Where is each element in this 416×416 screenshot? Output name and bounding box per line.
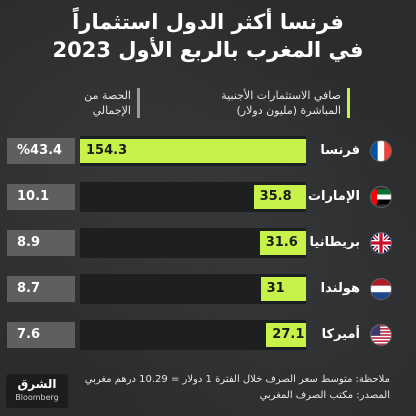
bar — [253, 185, 306, 209]
country-label: الإمارات — [307, 189, 360, 204]
flag-netherlands-icon — [370, 278, 392, 300]
flag-uae-icon — [370, 186, 392, 208]
bar-track: 35.8 — [80, 182, 306, 212]
bar-row: 10.1 35.8 الإمارات — [0, 182, 416, 212]
title-line-1: فرنسا أكثر الدول استثماراً — [72, 10, 344, 34]
title-line-2: في المغرب بالربع الأول 2023 — [52, 38, 364, 62]
bar-row: 8.9 31.6 بريطانيا — [0, 228, 416, 258]
bar-row: 7.6 27.1 أميركا — [0, 320, 416, 350]
country-label: هولندا — [320, 281, 360, 296]
share-value: 8.9 — [7, 230, 75, 256]
bar-track: 154.3 — [80, 136, 306, 166]
fdi-column-header: صافي الاستثمارات الأجنبية المباشرة (مليو… — [181, 88, 350, 118]
source-text: المصدر: مكتب الصرف المغربي — [259, 390, 390, 401]
bar-value-label: 154.3 — [86, 143, 128, 158]
bar — [260, 277, 306, 301]
asharq-bloomberg-logo: الشرق Bloomberg — [6, 374, 68, 408]
share-value: 8.7 — [7, 276, 75, 302]
footnotes: ملاحظة: متوسط سعر الصرف خلال الفترة 1 دو… — [70, 372, 390, 404]
bar-track: 31.6 — [80, 228, 306, 258]
share-value: 10.1 — [7, 184, 75, 210]
bar-value-label: 31.6 — [265, 235, 298, 250]
bar-value-label: 35.8 — [259, 189, 292, 204]
share-value: %43.4 — [7, 138, 75, 164]
flag-uk-icon — [370, 232, 392, 254]
share-value: 7.6 — [7, 322, 75, 348]
country-label: أميركا — [321, 327, 360, 342]
bar-row: 8.7 31 هولندا — [0, 274, 416, 304]
bar — [80, 139, 306, 163]
bar-row: %43.4 154.3 فرنسا — [0, 136, 416, 166]
flag-france-icon — [370, 140, 392, 162]
country-label: بريطانيا — [309, 235, 360, 250]
country-label: فرنسا — [320, 143, 360, 158]
bar-value-label: 27.1 — [272, 327, 305, 342]
column-headers: صافي الاستثمارات الأجنبية المباشرة (مليو… — [0, 88, 416, 132]
logo-main-text: الشرق — [17, 377, 57, 391]
note-text: ملاحظة: متوسط سعر الصرف خلال الفترة 1 دو… — [84, 374, 390, 385]
logo-sub-text: Bloomberg — [15, 393, 59, 402]
flag-usa-icon — [370, 324, 392, 346]
share-column-header: الحصة من الإجمالي — [51, 88, 140, 118]
bar-track: 31 — [80, 274, 306, 304]
bar — [266, 323, 306, 347]
bar-value-label: 31 — [266, 281, 285, 296]
bar — [259, 231, 306, 255]
chart-title: فرنسا أكثر الدول استثماراً في المغرب بال… — [0, 8, 416, 64]
bar-track: 27.1 — [80, 320, 306, 350]
